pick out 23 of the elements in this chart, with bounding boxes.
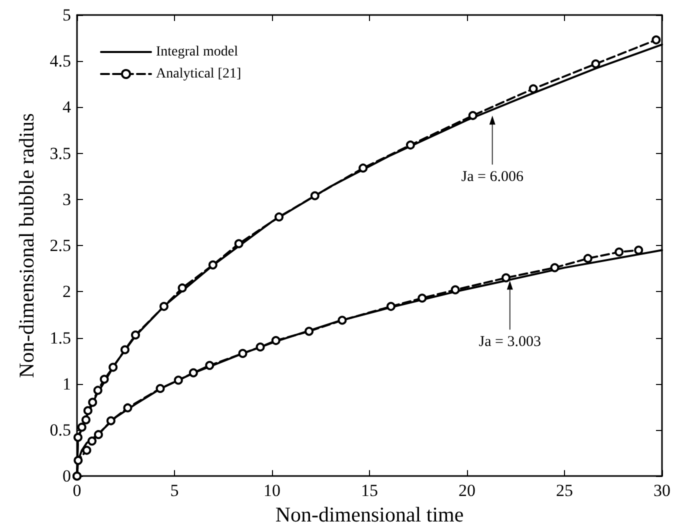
- x-tick-label: 15: [361, 481, 378, 500]
- x-tick-label: 5: [170, 481, 179, 500]
- x-tick-label: 25: [556, 481, 573, 500]
- y-tick-label: 3.5: [50, 144, 71, 163]
- x-axis-title: Non-dimensional time: [275, 502, 464, 526]
- legend-label: Integral model: [156, 44, 238, 60]
- x-tick-label: 10: [264, 481, 280, 500]
- y-tick-label: 3: [62, 190, 71, 209]
- y-tick-label: 0: [62, 466, 71, 486]
- y-tick-label: 4.5: [50, 52, 71, 71]
- y-tick-label: 1: [62, 374, 71, 394]
- y-axis-title: Non-dimensional bubble radius: [14, 113, 38, 378]
- y-tick-label: 0.5: [50, 420, 71, 440]
- y-tick-label: 5: [62, 6, 71, 24]
- x-tick-label: 30: [654, 481, 670, 500]
- x-tick-label: 20: [458, 481, 476, 500]
- annotation: Ja = 3.003: [478, 334, 542, 350]
- y-tick-label: 1.5: [50, 328, 71, 348]
- legend-label: Analytical [21]: [156, 66, 242, 82]
- y-tick-label: 2.5: [50, 236, 71, 256]
- annotation: Ja = 6.006: [461, 169, 524, 186]
- y-tick-label: 2: [62, 282, 71, 302]
- y-tick-label: 4: [62, 98, 72, 117]
